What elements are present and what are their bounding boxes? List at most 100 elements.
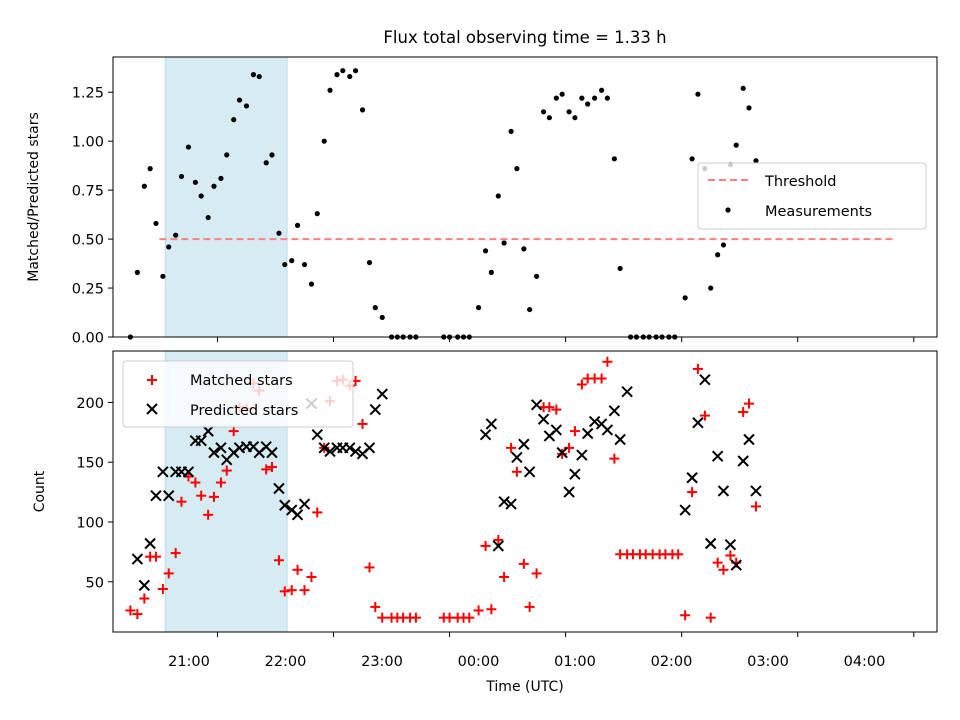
matched-star-point <box>712 557 723 568</box>
matched-star-point <box>687 487 698 498</box>
measurement-point <box>178 173 185 180</box>
bottom-y-axis-ticks: 50 100 150 200 <box>76 396 113 591</box>
predicted-star-point <box>157 466 169 478</box>
matched-star-point <box>312 507 323 518</box>
matched-star-point <box>692 363 703 374</box>
measurement-point <box>495 193 501 199</box>
matched-star-point <box>738 406 749 417</box>
matched-star-point <box>410 612 421 623</box>
measurement-point <box>579 95 585 101</box>
measurement-point <box>308 281 315 287</box>
measurement-point <box>340 68 346 74</box>
measurement-point <box>604 95 611 101</box>
bottom-panel: 50 100 150 200 21:00 22:00 23:00 00:00 01:00 02:… <box>32 350 938 695</box>
matched-star-point <box>699 410 710 421</box>
predicted-star-point <box>492 540 505 552</box>
matched-star-point <box>221 465 232 476</box>
matched-star-point <box>190 477 201 488</box>
top-chart-title: Flux total observing time = 1.33 h <box>383 28 666 47</box>
matched-star-point <box>511 466 522 477</box>
predicted-star-point <box>576 449 588 461</box>
predicted-star-point <box>144 537 156 550</box>
measurement-point <box>224 152 230 158</box>
matched-star-point <box>273 555 284 566</box>
predicted-star-point <box>730 559 742 571</box>
matched-star-point <box>139 593 150 604</box>
predicted-star-point <box>537 413 550 425</box>
measurement-point <box>256 73 262 80</box>
measurement-point <box>198 193 204 199</box>
matched-star-point <box>576 379 587 390</box>
measurement-point <box>540 109 547 115</box>
matched-star-point <box>506 442 517 453</box>
matched-star-point <box>464 612 475 623</box>
predicted-star-point <box>686 472 698 484</box>
legend-matched-label: Matched stars <box>190 373 293 389</box>
matched-star-point <box>261 464 272 475</box>
matched-star-point <box>531 568 542 579</box>
measurement-point <box>314 211 320 217</box>
predicted-star-point <box>704 537 717 550</box>
matched-star-point <box>596 373 607 384</box>
measurement-point <box>205 214 211 221</box>
top-panel: Flux total observing time = 1.33 h 0.000… <box>26 28 938 347</box>
bottom-x-axis-ticks: 21:00 22:00 23:00 00:00 01:00 02:00 03:00 04:00 <box>168 632 915 670</box>
legend-predicted-swatch <box>146 403 158 415</box>
predicted-star-point <box>131 553 144 565</box>
measurement-point <box>321 138 327 144</box>
bottom-x-tick-label: 03:00 <box>747 654 789 670</box>
matched-star-point <box>279 586 290 597</box>
legend-threshold-label: Threshold <box>764 174 836 190</box>
measurement-point <box>352 68 359 74</box>
predicted-star-point <box>563 486 575 498</box>
matched-star-point <box>228 426 239 437</box>
measurement-point <box>327 87 333 93</box>
measurement-point <box>236 97 243 103</box>
measurement-point <box>192 179 198 185</box>
predicted-star-point <box>208 446 220 459</box>
matched-star-point <box>480 540 491 551</box>
matched-star-point <box>499 571 510 582</box>
predicted-star-point <box>349 445 362 458</box>
measurement-point <box>508 128 514 135</box>
predicted-star-point <box>298 498 311 510</box>
predicted-star-point <box>717 485 730 497</box>
measurement-point <box>160 273 166 279</box>
top-shaded-region <box>164 56 288 338</box>
matched-star-point <box>673 549 684 560</box>
matched-star-point <box>163 568 174 579</box>
measurement-point <box>301 261 308 268</box>
measurement-point <box>521 246 527 252</box>
measurement-point <box>231 117 237 123</box>
top-y-tick-label: 0.25 <box>72 282 104 298</box>
matched-star-point <box>150 551 161 562</box>
matched-star-point <box>551 404 562 415</box>
predicted-star-point <box>679 504 691 516</box>
measurement-point <box>282 261 288 268</box>
bottom-x-tick-label: 23:00 <box>361 654 403 670</box>
top-legend-box <box>697 162 927 230</box>
measurement-point <box>211 183 217 189</box>
legend-matched-swatch <box>147 375 157 385</box>
predicted-star-point <box>162 489 175 502</box>
measurement-point <box>173 232 179 238</box>
bottom-x-tick-label: 04:00 <box>844 654 886 670</box>
measurement-point <box>250 72 257 78</box>
bottom-y-axis-label: Count <box>32 470 48 512</box>
measurement-point <box>708 285 714 291</box>
measurement-point <box>153 220 159 227</box>
predicted-star-point <box>505 498 517 510</box>
measurement-point <box>289 258 295 264</box>
matched-star-point <box>609 453 620 464</box>
measurement-point <box>166 244 172 250</box>
matched-star-point <box>170 548 181 559</box>
measurement-point <box>546 115 552 121</box>
measurement-point <box>598 87 605 93</box>
predicted-star-point <box>324 445 336 458</box>
bottom-axes-frame <box>112 350 938 633</box>
measurement-point <box>740 85 746 91</box>
measurement-point <box>475 305 482 311</box>
predicted-star-point <box>614 433 626 446</box>
measurement-point <box>534 273 540 279</box>
